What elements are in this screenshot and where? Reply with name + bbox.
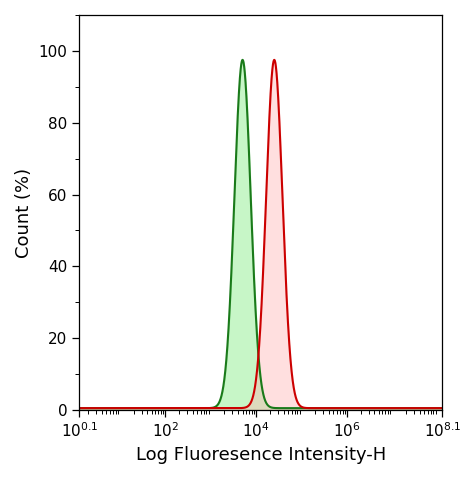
Y-axis label: Count (%): Count (%) [15, 167, 33, 258]
X-axis label: Log Fluoresence Intensity-H: Log Fluoresence Intensity-H [136, 446, 386, 464]
